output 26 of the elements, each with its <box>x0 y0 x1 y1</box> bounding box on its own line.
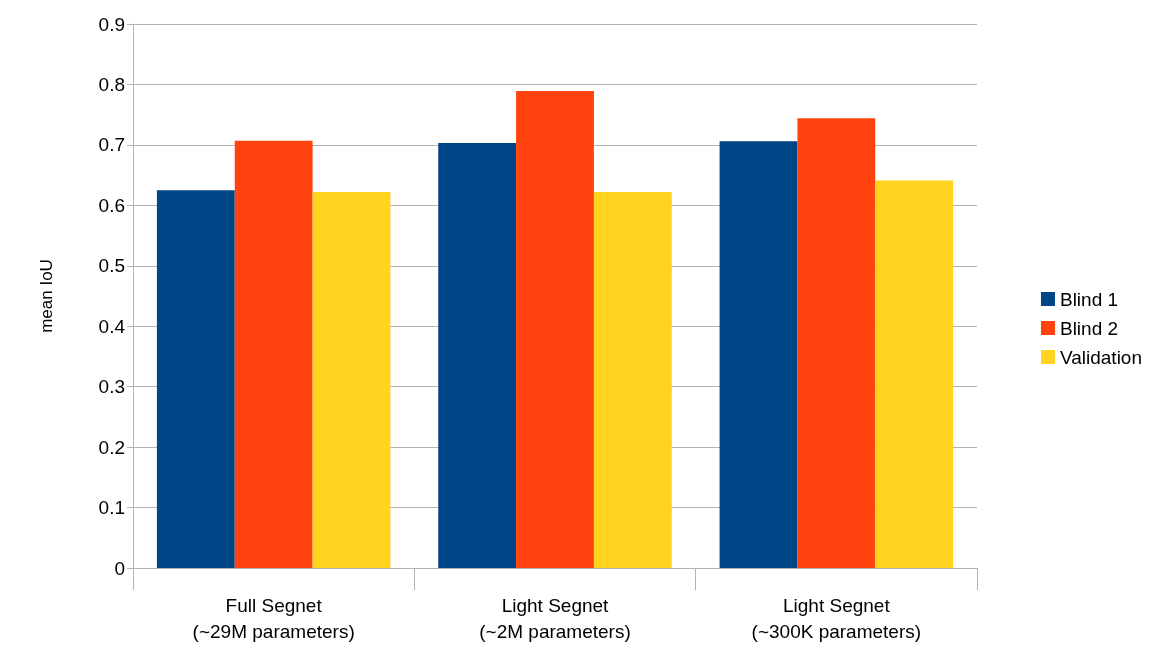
y-tick-label: 0.6 <box>98 194 125 216</box>
y-tick-label: 0 <box>114 557 125 579</box>
y-tick-label: 0.4 <box>98 315 126 337</box>
legend-label: Blind 2 <box>1059 317 1119 339</box>
y-tick-label: 0.8 <box>98 73 125 95</box>
bar <box>438 143 517 568</box>
bar <box>593 192 672 568</box>
y-tick-label: 0.9 <box>98 13 125 35</box>
bar <box>719 141 798 568</box>
x-tick-label: Light Segnet (~2M parameters) <box>479 594 631 642</box>
bar <box>312 192 391 568</box>
x-tick-label: Light Segnet (~300K parameters) <box>751 594 922 642</box>
legend-label: Blind 1 <box>1059 288 1119 310</box>
legend-label: Validation <box>1059 346 1143 368</box>
bar <box>797 118 876 568</box>
y-tick-label: 0.3 <box>98 376 125 398</box>
y-axis-title: mean IoU <box>37 259 56 333</box>
bar <box>516 91 594 568</box>
y-tick-label: 0.2 <box>98 436 125 458</box>
bar <box>875 180 954 568</box>
bar <box>234 140 313 568</box>
y-tick-label: 0.5 <box>98 255 125 277</box>
bar <box>156 190 235 568</box>
y-tick-label: 0.7 <box>98 134 125 156</box>
x-tick-label: Full Segnet (~29M parameters) <box>192 594 355 642</box>
y-tick-label: 0.1 <box>98 497 125 519</box>
